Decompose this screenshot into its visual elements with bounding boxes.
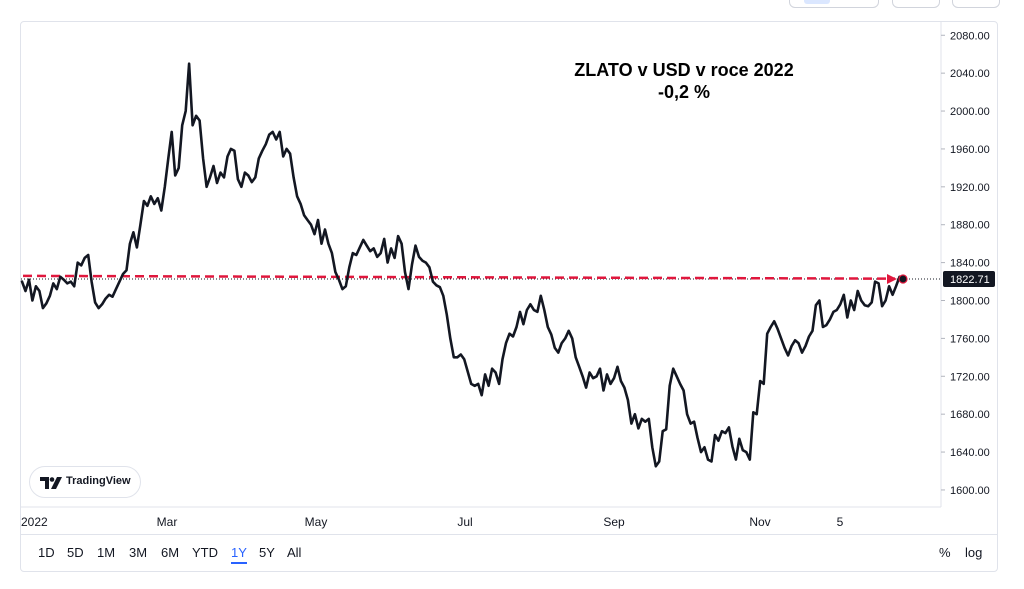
range-button-1m[interactable]: 1M — [97, 545, 116, 560]
y-tick-label: 1920.00 — [950, 182, 990, 194]
y-tick-label: 1680.00 — [950, 409, 990, 421]
log-scale-toggle[interactable]: log — [965, 545, 983, 560]
tradingview-logo[interactable]: TradingView — [29, 466, 141, 498]
tradingview-label: TradingView — [66, 475, 131, 487]
y-tick-label: 1960.00 — [950, 144, 990, 156]
x-tick-label: May — [305, 515, 328, 529]
top-tab[interactable] — [789, 0, 879, 8]
series-layer — [20, 62, 908, 468]
reference-arrow-line — [22, 274, 896, 280]
y-tick-label: 1840.00 — [950, 258, 990, 270]
last-price-dot — [898, 274, 908, 284]
axis-layer: 2080.00 2040.00 2000.00 1960.00 1920.00 1880.… — [21, 22, 995, 529]
y-tick-label: 2080.00 — [950, 30, 990, 42]
y-tick-label: 1800.00 — [950, 295, 990, 307]
range-button-1y[interactable]: 1Y — [231, 545, 247, 564]
y-tick-label: 2000.00 — [950, 106, 990, 118]
y-tick-label: 1720.00 — [950, 371, 990, 383]
chart-title-line2: -0,2 % — [657, 82, 711, 102]
y-tick-label: 1600.00 — [950, 485, 990, 497]
y-tick-label: 1640.00 — [950, 447, 990, 459]
top-tab[interactable] — [892, 0, 940, 8]
range-button-ytd[interactable]: YTD — [192, 545, 218, 560]
top-tab[interactable] — [952, 0, 1000, 8]
top-tab-highlight — [804, 0, 830, 4]
chart-title: ZLATO v USD v roce 2022 -0,2 % — [540, 59, 828, 103]
range-button-1d[interactable]: 1D — [38, 545, 55, 560]
range-button-3m[interactable]: 3M — [129, 545, 148, 560]
range-button-6m[interactable]: 6M — [161, 545, 180, 560]
reference-line-layer — [22, 273, 897, 284]
toolbar-divider — [21, 534, 997, 535]
chart-title-line1: ZLATO v USD v roce 2022 — [574, 60, 794, 80]
x-tick-label: Mar — [157, 515, 178, 529]
x-tick-label: Nov — [749, 515, 770, 529]
x-tick-label: 2022 — [21, 515, 48, 529]
range-toolbar: 1D 5D 1M 3M 6M YTD 1Y 5Y All % log — [21, 536, 997, 570]
x-tick-label: Sep — [603, 515, 625, 529]
percent-scale-toggle[interactable]: % — [939, 545, 951, 560]
last-price-badge — [943, 270, 995, 287]
range-button-5d[interactable]: 5D — [67, 545, 84, 560]
tradingview-icon — [40, 477, 62, 489]
y-tick-label: 1880.00 — [950, 220, 990, 232]
x-tick-label: 5 — [837, 515, 844, 529]
reference-arrow-head — [887, 273, 897, 284]
x-tick-label: Jul — [457, 515, 472, 529]
y-tick-label: 2040.00 — [950, 68, 990, 80]
price-line — [20, 62, 905, 468]
range-button-all[interactable]: All — [287, 545, 302, 560]
chart-widget — [20, 21, 998, 572]
range-button-5y[interactable]: 5Y — [259, 545, 275, 560]
last-price-badge-label: 1822.71 — [950, 274, 990, 286]
y-tick-label: 1760.00 — [950, 333, 990, 345]
